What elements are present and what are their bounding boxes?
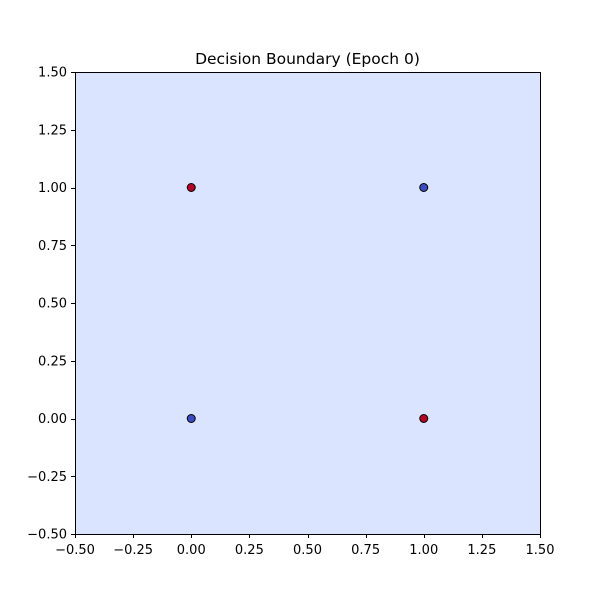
y-tick-label: 1.25 (38, 123, 67, 138)
y-axis-ticks: −0.50 −0.25 0.00 0.25 0.50 0.75 1.00 1.25 1.50 (27, 66, 75, 543)
scatter-point-class-1 (186, 183, 196, 192)
x-tick-label: 1.25 (467, 543, 496, 558)
chart-title: Decision Boundary (Epoch 0) (195, 50, 420, 68)
scatter-point-class-0 (186, 414, 196, 423)
x-tick-label: 0.25 (235, 543, 264, 558)
scatter-point-class-0 (419, 183, 429, 192)
plot-frame (75, 72, 541, 535)
x-tick-label: 1.00 (409, 543, 438, 558)
x-axis-ticks: −0.50 −0.25 0.00 0.25 0.50 0.75 1.00 1.25 1.50 (55, 534, 554, 558)
y-tick-label: 0.00 (38, 412, 67, 427)
x-tick-label: −0.50 (55, 543, 95, 558)
scatter-point-class-1 (419, 414, 429, 423)
plot-area-background (75, 72, 540, 534)
x-tick-label: 0.75 (351, 543, 380, 558)
x-tick-label: 0.00 (177, 543, 206, 558)
y-tick-label: 1.50 (38, 66, 67, 81)
y-tick-label: 0.50 (38, 297, 67, 312)
scatter-points (186, 183, 429, 423)
x-tick-label: 1.50 (526, 543, 555, 558)
x-tick-label: 0.50 (293, 543, 322, 558)
x-tick-label: −0.25 (113, 543, 153, 558)
y-tick-label: 1.00 (38, 181, 67, 196)
y-tick-label: 0.25 (38, 354, 67, 369)
y-tick-label: 0.75 (38, 239, 67, 254)
y-tick-label: −0.50 (27, 528, 67, 543)
y-tick-label: −0.25 (27, 470, 67, 485)
